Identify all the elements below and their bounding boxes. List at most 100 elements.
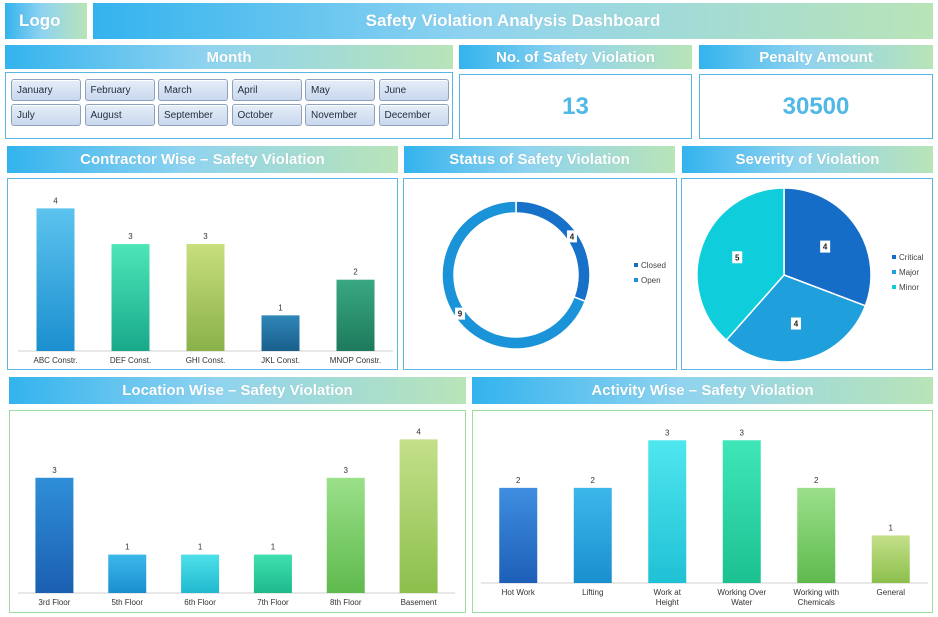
data-label: 1 [198, 543, 203, 552]
bar-7th-floor[interactable] [253, 554, 292, 593]
legend-swatch [892, 285, 896, 289]
month-title: Month [206, 48, 252, 66]
data-label: 4 [823, 243, 828, 252]
month-slicer: January February March April May June July Augu… [5, 72, 453, 139]
data-label: 4 [416, 427, 421, 436]
bar-jkl-const-[interactable] [261, 315, 300, 351]
location-header: Location Wise – Safety Violation [9, 377, 466, 404]
month-button-march[interactable]: March [158, 79, 228, 101]
bar-general[interactable] [871, 535, 910, 583]
penalty-title: Penalty Amount [759, 48, 873, 66]
legend-label-minor: Minor [899, 283, 919, 292]
month-button-november[interactable]: November [305, 104, 375, 126]
bar-lifting[interactable] [573, 487, 612, 583]
category-label: Working with [793, 588, 839, 597]
category-label: DEF Const. [110, 356, 151, 365]
data-label-box [732, 251, 743, 264]
bar-mnop-constr-[interactable] [336, 279, 375, 351]
category-label: ABC Constr. [33, 356, 77, 365]
legend-label-closed: Closed [641, 261, 666, 270]
month-header: Month [5, 45, 453, 69]
bar-3rd-floor[interactable] [35, 477, 74, 593]
data-label: 3 [52, 466, 57, 475]
contractor-title: Contractor Wise – Safety Violation [80, 151, 325, 168]
data-label-box [790, 317, 801, 330]
status-chart: 4 Closed 9 Open [441, 200, 666, 350]
category-label: Working Over [717, 588, 766, 597]
data-label: 9 [458, 310, 463, 319]
bar-def-const-[interactable] [111, 244, 150, 351]
data-label: 1 [271, 543, 276, 552]
category-label: Work at [654, 588, 682, 597]
severity-chart: 4 Critical 4 Major 5 Minor [696, 187, 924, 363]
month-button-december[interactable]: December [378, 104, 449, 126]
location-chart-panel: 3 3rd Floor 1 5th Floor 1 6th Floor 1 7th Floor… [9, 410, 466, 613]
penalty-card: 30500 [699, 74, 933, 139]
data-label: 3 [128, 232, 133, 241]
data-label: 1 [889, 523, 894, 532]
bar-6th-floor[interactable] [181, 554, 220, 593]
data-label: 3 [344, 466, 349, 475]
slice-minor[interactable] [696, 187, 785, 342]
data-label: 3 [203, 232, 208, 241]
data-label: 2 [516, 476, 521, 485]
contractor-chart-panel: 4 ABC Constr. 3 DEF Const. 3 GHI Const. 1 JKL C… [7, 178, 398, 370]
month-button-february[interactable]: February [84, 79, 155, 101]
category-label: 3rd Floor [38, 598, 70, 607]
status-header: Status of Safety Violation [404, 146, 675, 173]
legend-swatch [634, 278, 638, 282]
data-label: 5 [735, 253, 740, 262]
category-label: Basement [401, 598, 438, 607]
bar-work-at-height[interactable] [648, 440, 687, 583]
category-label: MNOP Constr. [330, 356, 381, 365]
slice-open[interactable] [441, 200, 587, 350]
category-label: Water [731, 598, 752, 607]
data-label: 1 [278, 303, 283, 312]
legend-label-major: Major [899, 268, 919, 277]
data-label-box [820, 240, 831, 253]
violations-count: 13 [562, 93, 589, 120]
month-button-january[interactable]: January [11, 79, 81, 101]
bar-abc-constr-[interactable] [36, 208, 75, 351]
month-button-october[interactable]: October [231, 104, 302, 126]
severity-title: Severity of Violation [735, 151, 880, 168]
slice-closed[interactable] [515, 200, 591, 303]
legend-label-critical: Critical [899, 253, 924, 262]
category-label: JKL Const. [261, 356, 300, 365]
month-button-june[interactable]: June [378, 79, 449, 101]
contractor-chart: 4 ABC Constr. 3 DEF Const. 3 GHI Const. 1 JKL C… [18, 196, 393, 365]
month-button-august[interactable]: August [84, 104, 155, 126]
penalty-header: Penalty Amount [699, 45, 933, 69]
bar-working-over-water[interactable] [722, 440, 761, 583]
bar-hot-work[interactable] [499, 487, 538, 583]
bar-basement[interactable] [399, 439, 438, 593]
month-button-september[interactable]: September [158, 104, 228, 126]
bar-8th-floor[interactable] [326, 477, 365, 593]
month-button-may[interactable]: May [305, 79, 375, 101]
category-label: Height [656, 598, 680, 607]
location-title: Location Wise – Safety Violation [122, 382, 353, 399]
category-label: 5th Floor [111, 598, 143, 607]
dashboard-title: Safety Violation Analysis Dashboard [365, 11, 661, 30]
violations-card: 13 [459, 74, 692, 139]
month-button-april[interactable]: April [231, 79, 302, 101]
activity-header: Activity Wise – Safety Violation [472, 377, 933, 404]
dashboard-title-banner: Safety Violation Analysis Dashboard [93, 3, 933, 39]
legend-swatch [634, 263, 638, 267]
data-label: 2 [353, 268, 358, 277]
severity-chart-panel: 4 Critical 4 Major 5 Minor [681, 178, 933, 370]
data-label: 4 [794, 320, 799, 329]
logo-banner: Logo [5, 3, 87, 39]
bar-working-with-chemicals[interactable] [797, 487, 836, 583]
bar-ghi-const-[interactable] [186, 244, 225, 351]
violations-title: No. of Safety Violation [496, 48, 655, 66]
category-label: 7th Floor [257, 598, 289, 607]
location-chart: 3 3rd Floor 1 5th Floor 1 6th Floor 1 7th Floor… [18, 427, 455, 607]
bar-5th-floor[interactable] [108, 554, 147, 593]
data-label-box [455, 307, 466, 320]
logo-text: Logo [19, 11, 61, 30]
data-label: 4 [53, 196, 58, 205]
month-button-july[interactable]: July [11, 104, 81, 126]
category-label: 6th Floor [184, 598, 216, 607]
